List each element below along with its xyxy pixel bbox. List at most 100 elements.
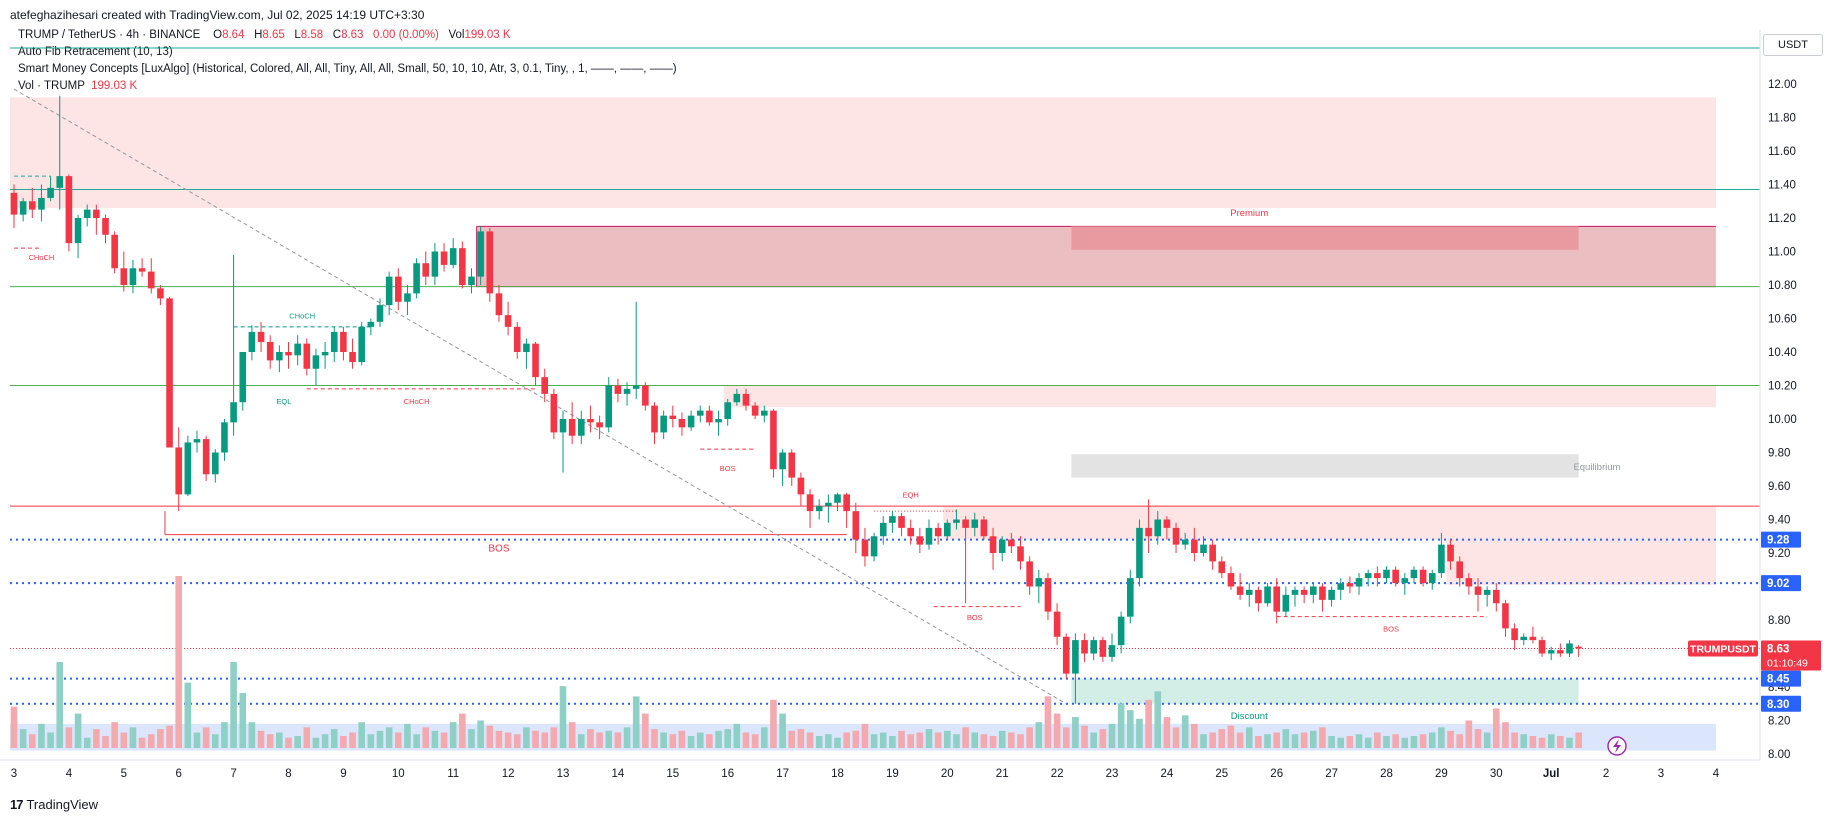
candle-body: [477, 231, 484, 277]
candle-body: [449, 248, 457, 265]
candle: [1053, 603, 1061, 646]
label-eqh: EQH: [903, 491, 919, 500]
volume-bar: [788, 730, 796, 748]
candle-body: [404, 293, 411, 302]
volume-bar: [815, 735, 823, 748]
current-price-box: [1761, 640, 1821, 671]
candle-body: [852, 511, 860, 540]
candle-body: [422, 263, 430, 277]
footer-brand[interactable]: 17 TradingView: [10, 797, 98, 812]
volume-bar: [385, 727, 393, 748]
candle: [1529, 626, 1537, 644]
zone-premium-6: [1446, 537, 1716, 585]
candle-body: [1401, 578, 1409, 584]
volume-bar: [907, 734, 914, 748]
volume-bar: [1218, 729, 1226, 748]
zone-label-premium: Premium: [1230, 208, 1268, 219]
volume-bar: [706, 734, 713, 748]
volume-bar: [898, 730, 905, 748]
legend-indicator-vol[interactable]: Vol · TRUMP 199.03 K: [18, 80, 137, 92]
label-bos: BOS: [967, 613, 983, 622]
x-tick-label: 26: [1270, 768, 1283, 780]
x-tick-label: 13: [557, 768, 570, 780]
candle: [1447, 539, 1454, 570]
volume-bar: [477, 720, 484, 748]
legend-indicator-smc[interactable]: Smart Money Concepts [LuxAlgo] (Historic…: [18, 63, 677, 75]
candle-body: [157, 288, 164, 299]
candle-body: [1511, 628, 1518, 641]
volume-bar: [742, 732, 750, 748]
volume-bar: [1346, 735, 1354, 748]
volume-bar: [1053, 713, 1061, 748]
legend-vol-indicator-label: Vol · TRUMP: [18, 80, 85, 92]
volume-bar: [989, 735, 997, 748]
candle: [1035, 569, 1043, 604]
volume-bar: [47, 732, 54, 748]
legend-symbol[interactable]: TRUMP / TetherUS · 4h · BINANCE: [18, 29, 201, 41]
candle: [523, 338, 530, 369]
volume-bar: [1081, 725, 1088, 748]
volume-bar: [962, 727, 969, 748]
candle-body: [779, 452, 786, 470]
volume-bar: [1282, 729, 1290, 748]
candle: [706, 405, 713, 426]
volume-bar: [1191, 723, 1198, 748]
candle: [1374, 566, 1381, 587]
chart-credit: atefeghazihesari created with TradingVie…: [10, 8, 425, 22]
candle-body: [870, 536, 878, 557]
currency-selector[interactable]: USDT: [1763, 34, 1823, 56]
volume-bar: [623, 727, 631, 748]
volume-bar: [340, 735, 347, 748]
candle-body: [1438, 544, 1445, 574]
volume-bar: [1026, 727, 1033, 748]
candle: [74, 214, 82, 259]
volume-bar: [212, 734, 219, 748]
price-marker-box: [1761, 695, 1801, 712]
volume-bar: [1438, 727, 1445, 748]
candle: [1346, 576, 1354, 594]
candle: [532, 341, 539, 386]
legend-indicator-fib[interactable]: Auto Fib Retracement (10, 13): [18, 46, 173, 58]
volume-bar: [513, 734, 521, 748]
candle-body: [358, 326, 365, 363]
volume-bar: [687, 735, 695, 748]
tradingview-logo-icon: 17: [10, 797, 24, 812]
candle: [934, 522, 942, 545]
candle-body: [614, 385, 622, 394]
lightning-icon[interactable]: [1607, 736, 1627, 756]
candle: [678, 412, 686, 436]
candle: [669, 405, 677, 428]
candle-body: [1245, 589, 1253, 595]
label-choch: CHoCH: [29, 253, 55, 262]
volume-bar: [1072, 717, 1079, 748]
candle: [330, 326, 338, 363]
candle-body: [221, 422, 228, 453]
candle: [266, 335, 274, 369]
candle-body: [1328, 589, 1335, 600]
volume-bar: [1255, 735, 1262, 748]
candle-body: [1282, 594, 1290, 612]
candle-body: [74, 218, 82, 244]
candle-body: [1547, 650, 1555, 654]
volume-bar: [202, 727, 210, 748]
y-tick-label: 11.80: [1768, 113, 1796, 125]
x-tick-label: 27: [1325, 768, 1338, 780]
candle-body: [138, 268, 146, 272]
candle-body: [349, 352, 356, 363]
price-marker-box: [1761, 531, 1801, 548]
zone-premium-5: [943, 506, 1716, 540]
y-tick-label: 9.60: [1768, 481, 1790, 493]
time-axis[interactable]: 3 4 5 6 7 8 9 10 11 12 13 14 15 16 17 18 19 20 21 22 23 24 25 2…: [0, 759, 1760, 780]
candle-body: [1136, 527, 1143, 579]
candle-body: [1035, 578, 1043, 587]
candle: [559, 410, 567, 473]
volume-bar: [1044, 696, 1052, 748]
volume-bar: [294, 735, 301, 748]
volume-bar: [1364, 737, 1372, 748]
y-tick-label: 10.80: [1768, 280, 1797, 292]
volume-bar: [1236, 732, 1244, 748]
candle-body: [861, 539, 869, 557]
candle: [953, 509, 960, 530]
candle: [1227, 566, 1235, 590]
